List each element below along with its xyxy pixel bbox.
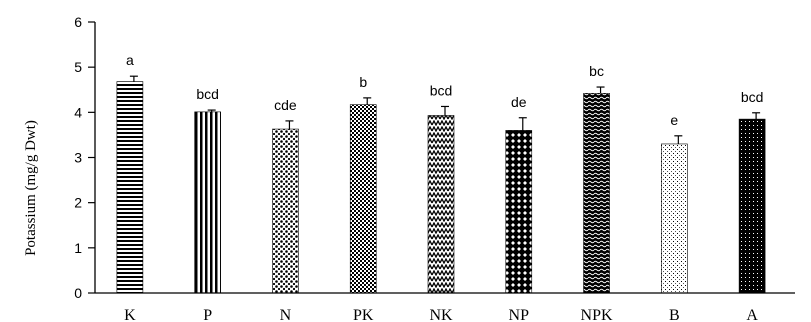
x-axis-labels: K P N PK NK NP NPK B A	[124, 307, 758, 322]
category-label-a: A	[746, 307, 758, 322]
category-label-p: P	[203, 307, 212, 322]
y-tick-label: 2	[74, 195, 82, 211]
significance-label-b: e	[670, 112, 678, 128]
significance-label-k: a	[126, 52, 134, 68]
category-label-pk: PK	[353, 307, 374, 322]
y-tick-label: 0	[74, 285, 82, 301]
bar-nk	[427, 115, 455, 294]
y-tick-label: 5	[74, 59, 82, 75]
significance-label-npk: bc	[589, 63, 604, 79]
significance-label-pk: b	[359, 74, 367, 90]
bar-n	[272, 128, 299, 294]
category-label-nk: NK	[429, 307, 453, 322]
category-label-b: B	[669, 307, 680, 322]
y-axis-title: Potassium (mg/g Dwt)	[23, 120, 39, 256]
bar-b	[661, 143, 688, 294]
bar-p	[194, 111, 221, 294]
bar-k	[116, 81, 144, 294]
y-tick-label: 6	[74, 14, 82, 30]
significance-label-nk: bcd	[430, 82, 453, 98]
category-label-k: K	[124, 307, 136, 322]
y-axis-ticks: 0 1 2 3 4 5 6	[74, 14, 95, 301]
significance-label-np: de	[511, 94, 527, 110]
y-tick-label: 3	[74, 150, 82, 166]
bars-layer: a bcd cde b bcd de bc e bcd	[116, 52, 766, 294]
bar-np	[505, 130, 533, 294]
bar-pk	[349, 104, 377, 294]
significance-label-n: cde	[274, 97, 297, 113]
category-label-npk: NPK	[581, 307, 613, 322]
bar-npk	[583, 93, 610, 294]
bar-a	[738, 118, 766, 294]
y-tick-label: 4	[74, 104, 82, 120]
significance-label-a: bcd	[741, 89, 764, 105]
y-tick-label: 1	[74, 240, 82, 256]
category-label-n: N	[280, 307, 292, 322]
significance-label-p: bcd	[196, 86, 219, 102]
category-label-np: NP	[509, 307, 530, 322]
